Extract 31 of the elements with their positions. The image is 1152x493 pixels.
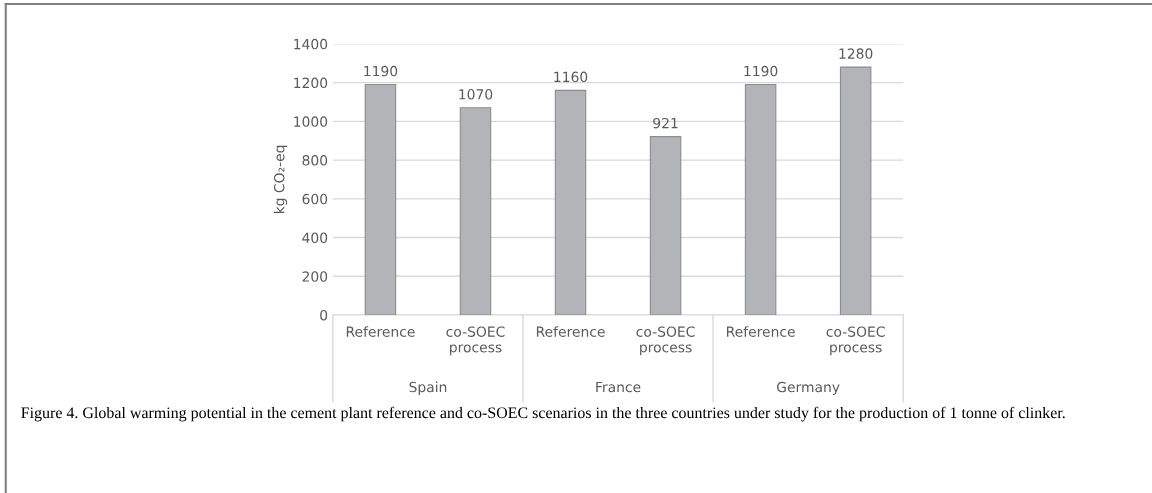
data-label: 1190	[744, 65, 778, 77]
bar	[649, 136, 682, 316]
y-tick-label: 1400	[294, 38, 328, 50]
x-tick-label: Reference	[727, 326, 795, 337]
x-tick-label: Reference	[346, 326, 415, 337]
data-label: 1160	[554, 71, 588, 83]
y-tick-label: 1000	[294, 116, 328, 127]
text: France	[596, 381, 641, 393]
x-tick-label: Reference	[536, 326, 605, 337]
x-tick-label: co-SOEC process	[446, 326, 505, 356]
bar	[459, 107, 492, 316]
bar	[554, 89, 587, 316]
caption: Figure 4. Global warming potential in the cement plant reference and co-SOEC scenarios in the three countries under study for the production of 1 tonne of clinker.	[21, 406, 1065, 422]
data-label: 1280	[839, 48, 873, 59]
y-tick-label: 800	[302, 155, 328, 166]
data-label: 921	[653, 117, 678, 129]
data-label: 1070	[459, 89, 493, 100]
y-tick-label: 400	[302, 232, 328, 244]
y-tick-label: 1200	[294, 77, 328, 89]
y-tick-label: 0	[320, 310, 328, 321]
text: Germany	[776, 381, 840, 395]
bar	[364, 83, 397, 316]
y-tick-label: 600	[302, 193, 328, 205]
x-tick-label: co-SOEC process	[826, 326, 885, 356]
y-tick-label: 200	[302, 271, 328, 282]
y-axis-title: kg CO₂-eq	[273, 145, 288, 214]
data-label: 1190	[364, 65, 398, 77]
bar	[839, 66, 872, 316]
x-tick-label: co-SOEC process	[636, 326, 695, 356]
text: Spain	[409, 381, 447, 395]
bar	[744, 83, 777, 316]
